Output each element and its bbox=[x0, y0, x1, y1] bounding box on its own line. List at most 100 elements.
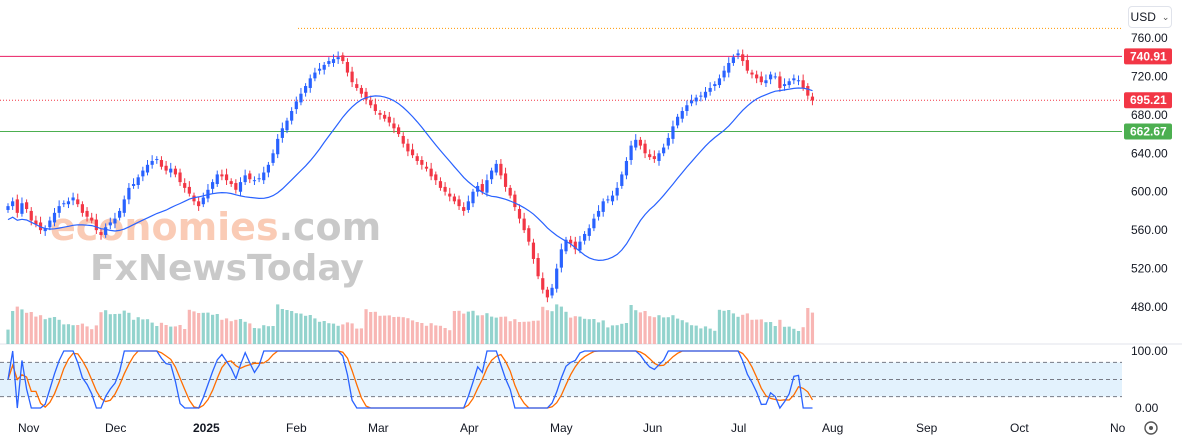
volume-bar bbox=[559, 306, 563, 344]
volume-bar bbox=[759, 319, 763, 344]
volume-bar bbox=[545, 310, 549, 344]
candle-body bbox=[141, 170, 145, 177]
candle-body bbox=[429, 168, 433, 177]
price-tag bbox=[1124, 123, 1172, 140]
candle-body bbox=[555, 268, 559, 289]
volume-bar bbox=[276, 304, 280, 344]
candle-body bbox=[299, 93, 303, 103]
candle-body bbox=[629, 145, 633, 161]
candle-body bbox=[66, 201, 71, 205]
candle-body bbox=[480, 184, 484, 192]
volume-bar bbox=[503, 316, 508, 344]
volume-bar bbox=[606, 327, 610, 344]
candle-body bbox=[383, 114, 387, 119]
moving-average-line bbox=[7, 87, 813, 262]
candle-body bbox=[215, 174, 219, 185]
volume-bar bbox=[373, 311, 377, 344]
volume-bar bbox=[420, 323, 424, 344]
volume-bar bbox=[666, 317, 670, 344]
candle-body bbox=[378, 112, 382, 115]
currency-dropdown[interactable]: USD ⌄ bbox=[1128, 6, 1172, 28]
candle-body bbox=[615, 187, 619, 196]
candle-body bbox=[178, 172, 182, 183]
volume-bar bbox=[164, 325, 168, 344]
volume-bar bbox=[90, 329, 94, 344]
volume-bar bbox=[155, 326, 159, 344]
volume-bar bbox=[652, 317, 656, 344]
volume-bar bbox=[708, 328, 712, 344]
volume-bar bbox=[406, 318, 410, 344]
candle-body bbox=[266, 164, 270, 173]
oscillator-lines bbox=[7, 350, 814, 410]
candle-body bbox=[420, 160, 424, 165]
candle-body bbox=[680, 111, 684, 119]
candle-body bbox=[671, 126, 675, 139]
price-tag-label: 695.21 bbox=[1130, 93, 1167, 107]
candle-body bbox=[71, 197, 75, 201]
volume-bar bbox=[680, 320, 684, 344]
volume-bar bbox=[536, 320, 540, 344]
volume-bar bbox=[108, 314, 112, 344]
volume-bar bbox=[383, 315, 387, 344]
volume-bar bbox=[248, 323, 252, 344]
candle-body bbox=[164, 165, 168, 171]
volume-bar bbox=[364, 309, 368, 344]
candle-body bbox=[503, 173, 508, 187]
candle-body bbox=[76, 199, 80, 205]
candle-body bbox=[220, 174, 224, 177]
volume-bar bbox=[94, 325, 98, 344]
candle-body bbox=[741, 54, 745, 62]
volume-bar bbox=[192, 311, 196, 344]
candle-body bbox=[545, 289, 549, 298]
moving-average bbox=[7, 87, 813, 262]
candle-body bbox=[527, 228, 531, 242]
volume-bar bbox=[703, 326, 708, 344]
candle-body bbox=[755, 74, 759, 79]
candle-body bbox=[211, 182, 215, 189]
watermark-economies: economies.com bbox=[50, 205, 381, 249]
volume-bar bbox=[206, 312, 210, 344]
volume-bar bbox=[513, 319, 517, 344]
candle-body bbox=[238, 182, 243, 192]
price-axis-label: 760.00 bbox=[1131, 31, 1168, 45]
volume-bar bbox=[6, 329, 10, 344]
volume-bar bbox=[638, 312, 642, 344]
volume-bar bbox=[564, 311, 568, 344]
volume-bar bbox=[578, 316, 582, 344]
volume-bar bbox=[769, 322, 773, 344]
time-axis-label: May bbox=[550, 421, 573, 435]
volume-bar bbox=[285, 310, 289, 344]
candle-body bbox=[550, 287, 554, 296]
time-axis: Nov Dec 2025 Feb Mar Apr May Jun Jul Aug Sep Oct No bbox=[18, 421, 1126, 435]
volume-bar bbox=[345, 322, 350, 344]
oscillator-k-line bbox=[7, 350, 813, 410]
candle-body bbox=[197, 201, 201, 207]
candle-body bbox=[573, 241, 577, 250]
price-axis-label: 600.00 bbox=[1131, 185, 1168, 199]
candle-body bbox=[290, 111, 294, 121]
candle-body bbox=[643, 143, 647, 154]
volume-bar bbox=[508, 321, 512, 344]
volume-bar bbox=[727, 310, 731, 344]
volume-bar bbox=[731, 313, 735, 344]
candle-body bbox=[113, 218, 117, 224]
volume-bar bbox=[85, 326, 89, 344]
price-tag-label: 740.91 bbox=[1130, 49, 1167, 63]
candle-body bbox=[392, 123, 396, 129]
volume-bar bbox=[62, 324, 66, 344]
price-tag bbox=[1124, 48, 1172, 65]
candle-body bbox=[229, 181, 233, 185]
candle-body bbox=[494, 163, 498, 173]
settings-icon[interactable] bbox=[1144, 421, 1158, 435]
volume-bar bbox=[750, 319, 754, 344]
candle-body bbox=[11, 201, 15, 207]
candle-body bbox=[294, 101, 298, 110]
chevron-down-icon: ⌄ bbox=[1161, 11, 1170, 22]
time-axis-label: Feb bbox=[286, 421, 307, 435]
volume-bar bbox=[615, 325, 619, 344]
volume-bar bbox=[596, 322, 601, 344]
time-axis-label: Oct bbox=[1010, 421, 1029, 435]
candle-body bbox=[703, 91, 708, 98]
candle-body bbox=[85, 210, 89, 217]
